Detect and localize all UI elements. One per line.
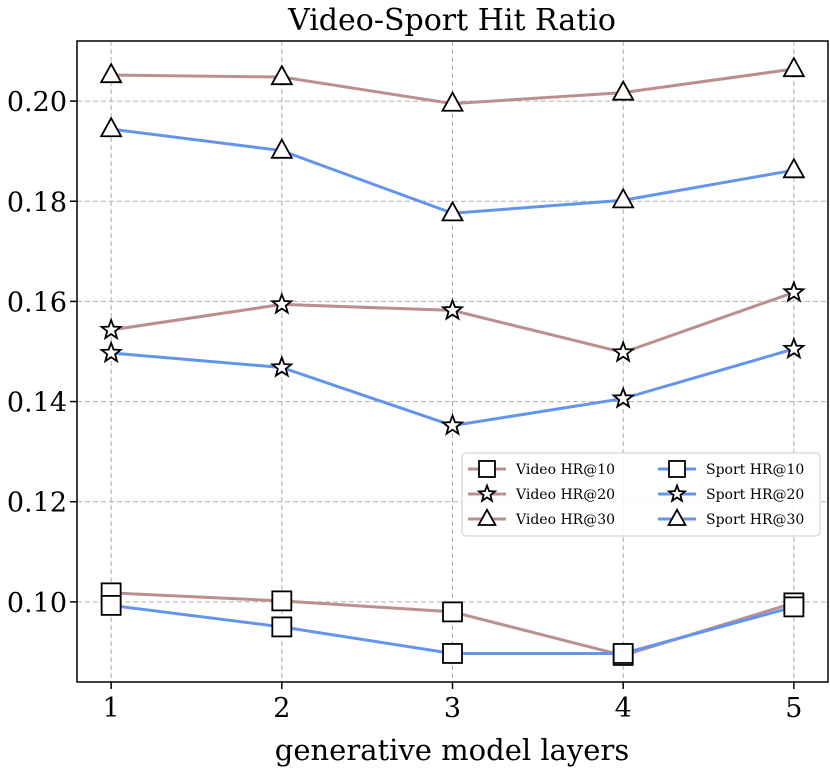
series-lines — [99, 56, 806, 666]
data-point-video-hr-30 — [611, 79, 635, 101]
legend-label: Sport HR@30 — [706, 512, 804, 528]
data-point-sport-hr-30 — [270, 137, 294, 159]
legend-marker — [668, 460, 686, 478]
data-point-video-hr-20 — [440, 297, 465, 321]
data-point-video-hr-30 — [440, 90, 465, 112]
x-tick-label: 3 — [444, 693, 461, 724]
data-point-video-hr-30 — [270, 64, 294, 86]
grid — [77, 41, 828, 682]
data-point-video-hr-20 — [611, 339, 636, 363]
chart-title: Video-Sport Hit Ratio — [287, 3, 616, 38]
data-point-video-hr-30 — [99, 62, 123, 84]
x-tick-label: 1 — [103, 693, 120, 724]
legend-marker — [477, 507, 497, 526]
y-tick-label: 0.20 — [7, 87, 67, 118]
x-tick-label: 5 — [785, 693, 802, 724]
y-tick-label: 0.10 — [7, 588, 67, 619]
data-point-sport-hr-10 — [271, 616, 293, 638]
x-axis-label: generative model layers — [275, 733, 629, 767]
legend-label: Sport HR@20 — [706, 487, 804, 503]
data-point-sport-hr-20 — [611, 386, 636, 409]
y-tick-label: 0.16 — [7, 287, 67, 318]
y-tick-label: 0.14 — [7, 388, 67, 419]
legend-marker — [476, 483, 498, 503]
x-tick-label: 4 — [615, 693, 632, 724]
legend-label: Video HR@10 — [515, 462, 615, 478]
legend-label: Video HR@30 — [515, 512, 615, 528]
data-point-sport-hr-10 — [612, 643, 634, 664]
data-point-sport-hr-30 — [440, 200, 465, 222]
data-point-sport-hr-20 — [99, 340, 124, 364]
data-point-video-hr-30 — [782, 56, 806, 78]
legend: Video HR@10 Video HR@20 Video HR@30 Sport H… — [461, 452, 821, 537]
data-point-video-hr-20 — [781, 279, 806, 303]
data-point-sport-hr-10 — [442, 643, 463, 664]
data-point-sport-hr-30 — [611, 187, 635, 209]
axes: 1 2 3 4 5 0.10 0.12 0.14 0.16 0.18 0.20 — [7, 87, 803, 724]
data-point-sport-hr-10 — [100, 594, 122, 616]
data-point-sport-hr-20 — [269, 354, 294, 378]
x-tick-label: 2 — [273, 693, 290, 724]
data-point-sport-hr-30 — [99, 116, 123, 138]
legend-marker — [667, 507, 687, 526]
legend-box — [461, 452, 821, 537]
data-point-sport-hr-20 — [781, 336, 806, 360]
data-point-sport-hr-10 — [783, 596, 805, 618]
data-point-sport-hr-30 — [782, 157, 806, 179]
data-point-sport-hr-20 — [440, 413, 465, 436]
data-point-video-hr-20 — [99, 317, 124, 341]
data-point-video-hr-20 — [269, 291, 294, 315]
legend-label: Video HR@20 — [515, 487, 615, 503]
legend-marker — [666, 483, 688, 503]
y-tick-label: 0.18 — [7, 187, 67, 218]
y-tick-label: 0.12 — [7, 488, 67, 519]
data-point-video-hr-10 — [271, 590, 293, 612]
data-point-video-hr-10 — [442, 601, 463, 623]
legend-marker — [478, 460, 496, 478]
legend-label: Sport HR@10 — [706, 462, 804, 478]
